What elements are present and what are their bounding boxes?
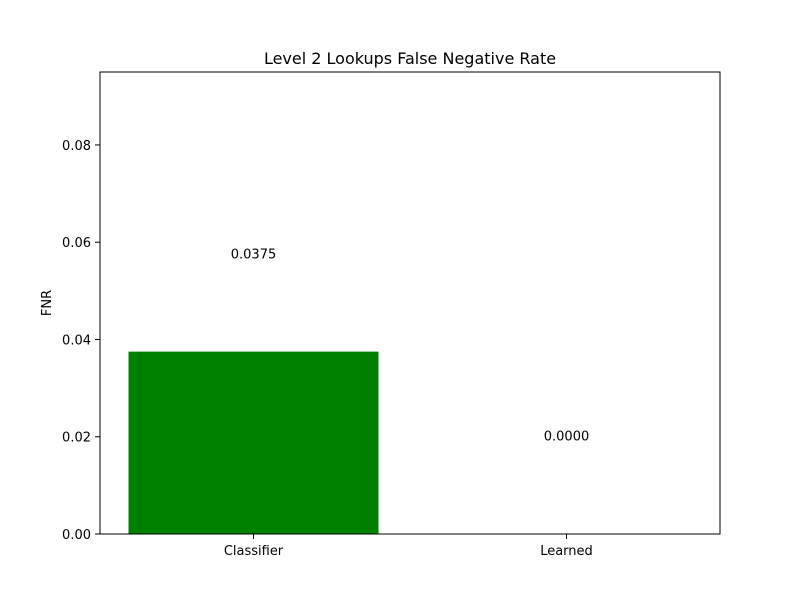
chart-title: Level 2 Lookups False Negative Rate [264, 49, 556, 68]
y-tick-label: 0.00 [62, 528, 91, 543]
value-labels-layer: 0.0375 0.0000 [231, 247, 590, 444]
y-tick-label: 0.06 [62, 236, 91, 251]
value-label-learned: 0.0000 [544, 430, 590, 445]
bars-layer [128, 351, 379, 534]
x-tick-label-classifier: Classifier [224, 544, 284, 559]
y-axis-label: FNR [40, 290, 55, 316]
x-tick-label-learned: Learned [540, 544, 593, 559]
bar-classifier [128, 351, 379, 534]
y-tick-label: 0.04 [62, 333, 91, 348]
plot-frame [99, 71, 721, 535]
x-axis-ticks: Classifier Learned [224, 534, 593, 559]
y-axis-ticks: 0.00 0.02 0.04 0.06 0.08 [62, 139, 100, 543]
value-label-classifier: 0.0375 [231, 247, 277, 262]
y-tick-label: 0.02 [62, 431, 91, 446]
y-tick-label: 0.08 [62, 139, 91, 154]
